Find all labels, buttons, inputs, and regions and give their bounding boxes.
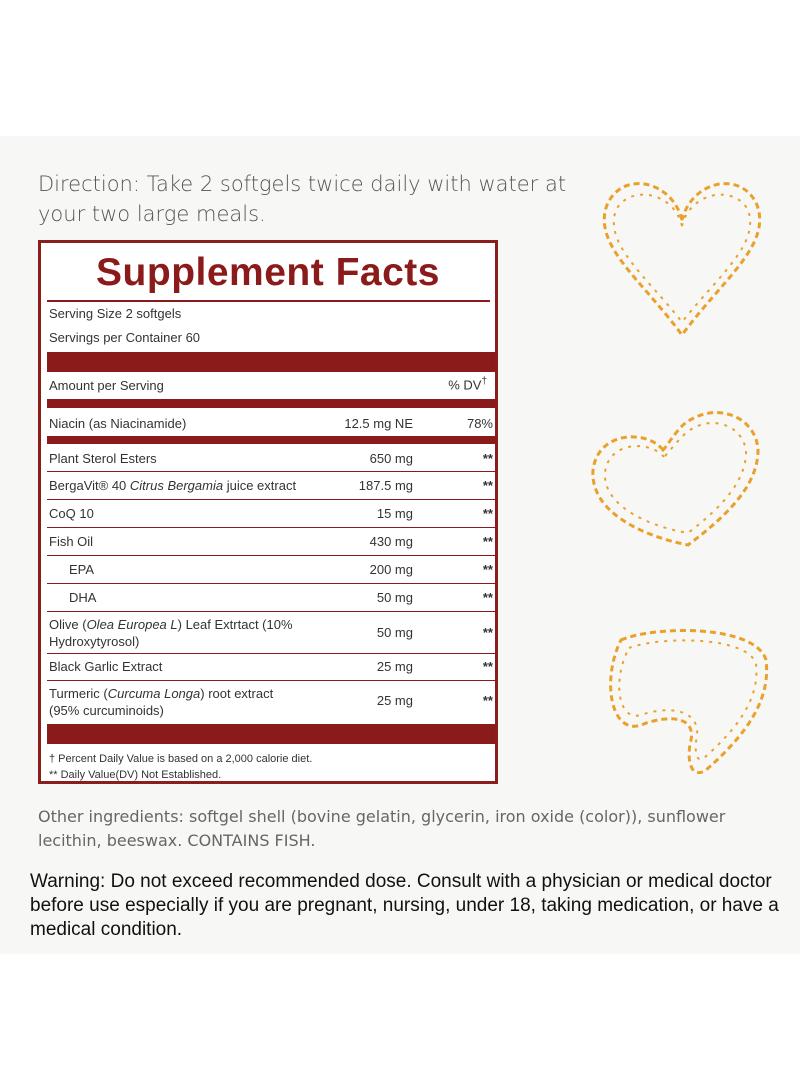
ingredient-row: BergaVit® 40 Citrus Bergamia juice extra… <box>47 472 495 500</box>
ingredient-row: Plant Sterol Esters 650 mg ** <box>47 445 495 472</box>
ingredient-row: CoQ 10 15 mg ** <box>47 500 495 528</box>
thick-divider <box>47 352 495 372</box>
thick-divider <box>47 724 495 744</box>
facts-title: Supplement Facts <box>96 251 440 294</box>
heart-loop-icon <box>602 182 762 338</box>
servings-per-container: Servings per Container 60 <box>49 330 201 345</box>
ingredient-row: DHA 50 mg ** <box>47 584 495 612</box>
ingredient-row: Turmeric (Curcuma Longa) root extract (95… <box>49 686 493 718</box>
serving-size: Serving Size 2 softgels <box>49 306 182 321</box>
ingredient-row: Fish Oil 430 mg ** <box>47 528 495 556</box>
heart-loop-icon <box>609 629 769 774</box>
other-ingredients: Other ingredients: softgel shell (bovine… <box>38 807 726 850</box>
footnote-not-established: ** Daily Value(DV) Not Established. <box>49 769 222 781</box>
warning-text: Warning: Do not exceed recommended dose.… <box>30 871 779 940</box>
footnote-daily-value: † Percent Daily Value is based on a 2,00… <box>49 753 313 765</box>
heart-loop-icon <box>591 411 760 547</box>
dv-header: % DV† <box>448 376 487 393</box>
ingredient-row: Black Garlic Extract 25 mg ** <box>47 654 495 681</box>
ingredient-row: EPA 200 mg ** <box>47 556 495 584</box>
medium-divider <box>47 436 495 444</box>
direction-text: Direction: Take 2 softgels twice daily w… <box>38 172 567 226</box>
nutrient-row-niacin: Niacin (as Niacinamide) 12.5 mg NE 78% <box>47 411 495 437</box>
supplement-facts-panel: Supplement Facts Serving Size 2 softgels… <box>38 240 498 784</box>
ingredient-row: Olive (Olea Europea L) Leaf Extrtact (10… <box>47 612 495 654</box>
amount-per-serving-label: Amount per Serving <box>49 378 164 393</box>
title-rule <box>47 300 490 302</box>
medium-divider <box>47 399 495 408</box>
